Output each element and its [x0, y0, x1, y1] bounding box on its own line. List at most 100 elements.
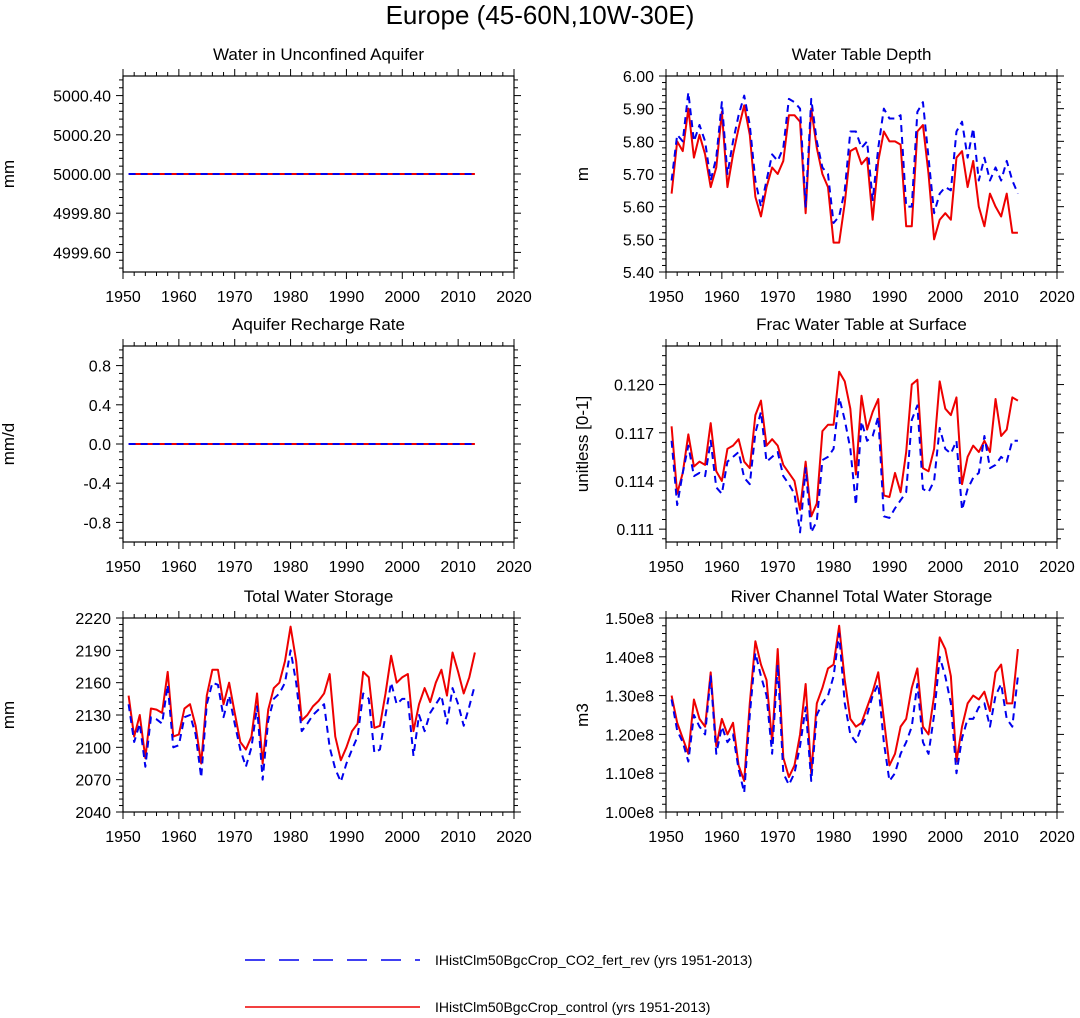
- panel-title: Frac Water Table at Surface: [756, 315, 967, 334]
- x-tick-label: 1950: [648, 559, 684, 576]
- plot-frame: [665, 345, 1058, 543]
- x-tick-label: 1980: [816, 829, 852, 846]
- y-tick-label: -0.8: [83, 515, 111, 532]
- y-tick-label: 1.50e8: [605, 611, 654, 628]
- y-tick-label: 0.4: [89, 398, 111, 415]
- series-co2-fert-rev-line: [670, 632, 1019, 794]
- x-tick-label: 2010: [983, 829, 1019, 846]
- x-tick-label: 1990: [872, 829, 908, 846]
- x-tick-label: 2010: [440, 289, 476, 306]
- panel-title: Aquifer Recharge Rate: [232, 315, 405, 334]
- series-co2-fert-rev-line: [127, 649, 476, 783]
- y-tick-label: 1.00e8: [605, 805, 654, 822]
- x-tick-label: 1950: [105, 559, 141, 576]
- y-tick-label: 5.70: [623, 167, 654, 184]
- x-tick-label: 2010: [440, 829, 476, 846]
- y-tick-label: 2040: [75, 805, 111, 822]
- y-axis-label: mm/d: [0, 423, 18, 466]
- plot-frame: [122, 617, 515, 813]
- x-tick-label: 1960: [161, 289, 197, 306]
- y-tick-label: 5.60: [623, 200, 654, 217]
- series-control-line: [670, 104, 1018, 244]
- x-tick-label: 1960: [704, 829, 740, 846]
- x-tick-label: 1970: [760, 829, 796, 846]
- y-tick-label: 5000.00: [53, 167, 111, 184]
- y-axis-label: unitless [0-1]: [573, 396, 592, 492]
- series-control-line: [670, 624, 1019, 782]
- x-tick-label: 2000: [384, 829, 420, 846]
- x-tick-label: 2000: [384, 559, 420, 576]
- x-tick-label: 2010: [983, 289, 1019, 306]
- panel-title: Water Table Depth: [792, 45, 932, 64]
- y-tick-label: 4999.60: [53, 245, 111, 262]
- x-tick-label: 2020: [496, 289, 532, 306]
- y-tick-label: 0.114: [615, 474, 654, 491]
- x-tick-label: 1970: [217, 559, 253, 576]
- x-tick-label: 1960: [161, 829, 197, 846]
- panel-title: River Channel Total Water Storage: [731, 587, 993, 606]
- y-tick-label: 0.0: [89, 437, 111, 454]
- x-tick-label: 1980: [816, 289, 852, 306]
- x-tick-label: 2020: [496, 559, 532, 576]
- x-tick-label: 2010: [983, 559, 1019, 576]
- x-tick-label: 1990: [329, 559, 365, 576]
- panel-5: Total Water Storage 1950 1960 1970 1980 1990 2…: [0, 587, 532, 846]
- x-tick-label: 1960: [704, 289, 740, 306]
- x-tick-label: 1990: [329, 829, 365, 846]
- x-tick-label: 1970: [760, 289, 796, 306]
- panels-group: Water in Unconfined Aquifer 1950 1960 1970 1…: [0, 45, 1075, 846]
- y-tick-label: 1.20e8: [605, 727, 654, 744]
- panel-title: Total Water Storage: [244, 587, 394, 606]
- y-tick-label: 0.117: [615, 426, 654, 443]
- figure-title: Europe (45-60N,10W-30E): [386, 0, 695, 30]
- series-control-line: [670, 370, 1019, 518]
- y-tick-label: 5000.40: [53, 89, 111, 106]
- y-tick-label: 6.00: [623, 69, 654, 86]
- y-tick-label: 5000.20: [53, 128, 111, 145]
- y-tick-label: 2130: [75, 708, 111, 725]
- y-tick-label: 0.111: [616, 522, 654, 539]
- y-tick-label: 5.90: [623, 102, 654, 119]
- y-tick-label: 5.80: [623, 134, 654, 151]
- x-tick-label: 2010: [440, 559, 476, 576]
- y-tick-label: -0.4: [83, 476, 111, 493]
- x-tick-label: 2020: [1039, 559, 1075, 576]
- x-tick-label: 1980: [273, 559, 309, 576]
- legend-label-co2-fert-rev: IHistClm50BgcCrop_CO2_fert_rev (yrs 1951…: [435, 952, 752, 968]
- y-axis-label: mm: [0, 160, 18, 188]
- x-tick-label: 1950: [105, 289, 141, 306]
- x-tick-label: 1980: [273, 829, 309, 846]
- plot-frame: [665, 617, 1058, 813]
- series-control-line: [127, 625, 476, 765]
- y-tick-label: 2070: [75, 773, 111, 790]
- panel-1: Water in Unconfined Aquifer 1950 1960 1970 1…: [0, 45, 532, 306]
- legend-label-control: IHistClm50BgcCrop_control (yrs 1951-2013…: [435, 999, 710, 1015]
- y-axis-label: mm: [0, 701, 18, 729]
- y-tick-label: 2190: [75, 643, 111, 660]
- panel-3: Aquifer Recharge Rate 1950 1960 1970 1980 199…: [0, 315, 532, 576]
- series-co2-fert-rev-line: [670, 91, 1019, 224]
- y-tick-label: 0.8: [89, 359, 111, 376]
- y-tick-label: 4999.80: [53, 206, 111, 223]
- x-tick-label: 1950: [648, 829, 684, 846]
- panel-6: River Channel Total Water Storage 1950 196…: [573, 587, 1075, 846]
- x-tick-label: 1960: [161, 559, 197, 576]
- x-tick-label: 2000: [927, 829, 963, 846]
- x-tick-label: 1980: [273, 289, 309, 306]
- y-tick-label: 5.50: [623, 232, 654, 249]
- x-tick-label: 1970: [217, 829, 253, 846]
- x-tick-label: 2000: [927, 289, 963, 306]
- y-axis-label: m3: [573, 703, 592, 727]
- y-tick-label: 0.120: [614, 378, 654, 395]
- x-tick-label: 1960: [704, 559, 740, 576]
- x-tick-label: 2000: [927, 559, 963, 576]
- y-tick-label: 2160: [75, 676, 111, 693]
- y-tick-label: 2100: [75, 740, 111, 757]
- x-tick-label: 1990: [872, 289, 908, 306]
- y-tick-label: 1.40e8: [605, 650, 654, 667]
- y-axis-label: m: [573, 167, 592, 181]
- y-tick-label: 1.30e8: [605, 689, 654, 706]
- plot-frame: [665, 75, 1058, 273]
- legend: IHistClm50BgcCrop_CO2_fert_rev (yrs 1951…: [245, 952, 752, 1015]
